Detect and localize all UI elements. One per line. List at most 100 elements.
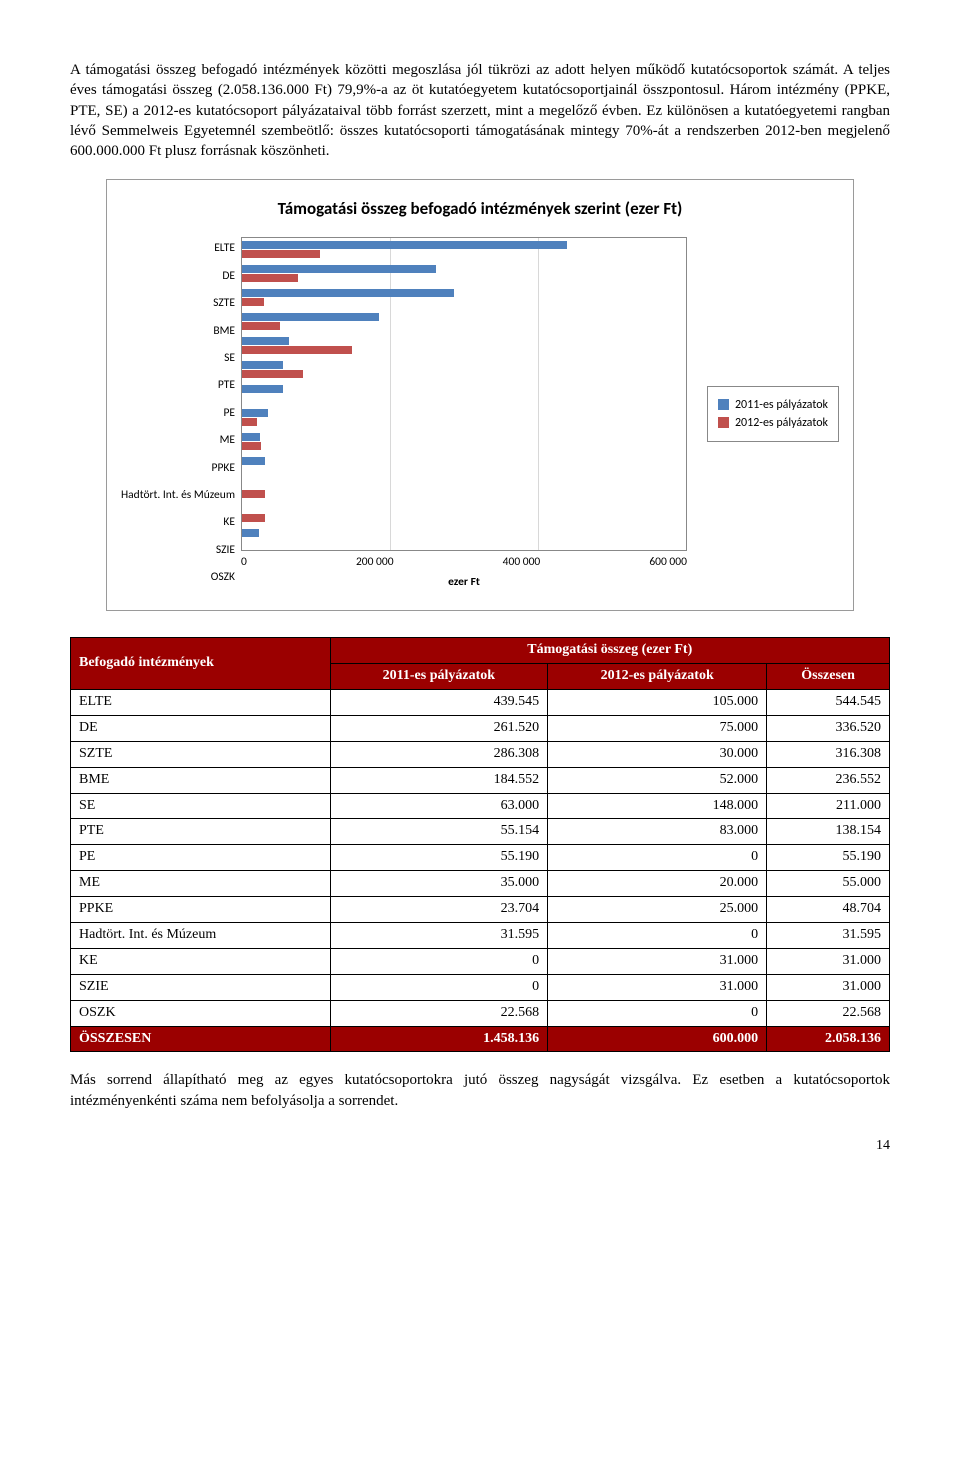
chart-bar: [242, 457, 265, 465]
chart-row: [242, 502, 686, 526]
chart-y-label: SE: [121, 347, 235, 371]
chart-row: [242, 262, 686, 286]
table-cell-name: SE: [71, 793, 331, 819]
chart-title: Támogatási összeg befogadó intézmények s…: [121, 198, 839, 221]
chart-bar: [242, 409, 268, 417]
chart-row: [242, 478, 686, 502]
chart-y-label: BME: [121, 319, 235, 343]
table-total-row: ÖSSZESEN1.458.136600.0002.058.136: [71, 1026, 890, 1052]
table-cell-name: SZTE: [71, 741, 331, 767]
table-cell-value: 31.000: [548, 974, 767, 1000]
chart-bar: [242, 370, 303, 378]
chart-bar: [242, 265, 435, 273]
chart-bar: [242, 346, 352, 354]
chart-bar: [242, 274, 297, 282]
table-cell-value: 31.000: [548, 948, 767, 974]
chart-plot: [241, 237, 687, 551]
chart-row: [242, 238, 686, 262]
table-cell-value: 75.000: [548, 715, 767, 741]
table-cell-value: 0: [548, 923, 767, 949]
table-cell-value: 544.545: [767, 690, 890, 716]
table-row: PTE55.15483.000138.154: [71, 819, 890, 845]
intro-paragraph: A támogatási összeg befogadó intézmények…: [70, 60, 890, 161]
chart-x-tick: 600 000: [649, 555, 687, 571]
table-cell-value: 31.000: [767, 974, 890, 1000]
table-cell-value: 20.000: [548, 871, 767, 897]
chart-row: [242, 382, 686, 406]
table-row: SZTE286.30830.000316.308: [71, 741, 890, 767]
table-cell-value: 48.704: [767, 897, 890, 923]
table-cell-name: ELTE: [71, 690, 331, 716]
table-row: DE261.52075.000336.520: [71, 715, 890, 741]
legend-label: 2012-es pályázatok: [735, 415, 828, 431]
chart-row: [242, 310, 686, 334]
table-cell-value: 22.568: [767, 1000, 890, 1026]
table-cell-value: 55.000: [767, 871, 890, 897]
page-number: 14: [70, 1137, 890, 1156]
table-row: KE031.00031.000: [71, 948, 890, 974]
table-cell-value: 31.000: [767, 948, 890, 974]
table-row: PPKE23.70425.00048.704: [71, 897, 890, 923]
table-cell-value: 23.704: [330, 897, 548, 923]
chart-row: [242, 406, 686, 430]
chart-x-title: ezer Ft: [241, 575, 687, 591]
table-cell-value: 336.520: [767, 715, 890, 741]
table-cell-value: 286.308: [330, 741, 548, 767]
table-row: Hadtört. Int. és Múzeum31.595031.595: [71, 923, 890, 949]
funding-table: Befogadó intézmények Támogatási összeg (…: [70, 637, 890, 1052]
table-cell-value: 25.000: [548, 897, 767, 923]
chart-y-label: Hadtört. Int. és Múzeum: [121, 484, 235, 508]
chart-y-label: ELTE: [121, 237, 235, 261]
chart-plot-area: ELTEDESZTEBMESEPTEPEMEPPKEHadtört. Int. …: [121, 237, 687, 590]
table-cell-value: 22.568: [330, 1000, 548, 1026]
chart-bar: [242, 322, 280, 330]
table-cell-name: ÖSSZESEN: [71, 1026, 331, 1052]
chart-row: [242, 526, 686, 550]
table-header-group: Támogatási összeg (ezer Ft): [330, 638, 890, 664]
chart-bar: [242, 337, 289, 345]
chart-row: [242, 334, 686, 358]
table-row: SE63.000148.000211.000: [71, 793, 890, 819]
legend-swatch-icon: [718, 399, 729, 410]
chart-x-labels: 0200 000400 000600 000: [241, 555, 687, 571]
chart-bar: [242, 385, 283, 393]
chart-x-tick: 400 000: [503, 555, 541, 571]
closing-paragraph: Más sorrend állapítható meg az egyes kut…: [70, 1070, 890, 1111]
table-cell-value: 600.000: [548, 1026, 767, 1052]
table-cell-value: 52.000: [548, 767, 767, 793]
table-cell-value: 55.154: [330, 819, 548, 845]
legend-item: 2012-es pályázatok: [718, 415, 828, 431]
chart-row: [242, 430, 686, 454]
chart-bar: [242, 313, 379, 321]
table-cell-value: 55.190: [330, 845, 548, 871]
chart-bar: [242, 433, 260, 441]
table-cell-name: BME: [71, 767, 331, 793]
table-cell-value: 211.000: [767, 793, 890, 819]
table-row: OSZK22.568022.568: [71, 1000, 890, 1026]
table-cell-name: DE: [71, 715, 331, 741]
table-cell-value: 55.190: [767, 845, 890, 871]
chart-bar: [242, 241, 567, 249]
chart-y-labels: ELTEDESZTEBMESEPTEPEMEPPKEHadtört. Int. …: [121, 237, 241, 590]
chart-bar: [242, 529, 259, 537]
table-cell-value: 31.595: [767, 923, 890, 949]
table-row: BME184.55252.000236.552: [71, 767, 890, 793]
chart-bar: [242, 442, 260, 450]
table-cell-name: PPKE: [71, 897, 331, 923]
legend-item: 2011-es pályázatok: [718, 397, 828, 413]
table-cell-value: 2.058.136: [767, 1026, 890, 1052]
chart-x-tick: 200 000: [356, 555, 394, 571]
table-cell-value: 261.520: [330, 715, 548, 741]
table-cell-name: KE: [71, 948, 331, 974]
table-cell-name: ME: [71, 871, 331, 897]
table-header-name: Befogadó intézmények: [71, 638, 331, 690]
table-cell-value: 0: [330, 974, 548, 1000]
table-cell-value: 148.000: [548, 793, 767, 819]
table-row: ELTE439.545105.000544.545: [71, 690, 890, 716]
chart-bar: [242, 514, 265, 522]
chart-y-label: PPKE: [121, 456, 235, 480]
table-cell-name: OSZK: [71, 1000, 331, 1026]
table-cell-value: 236.552: [767, 767, 890, 793]
chart-y-label: SZTE: [121, 292, 235, 316]
chart-y-label: KE: [121, 511, 235, 535]
